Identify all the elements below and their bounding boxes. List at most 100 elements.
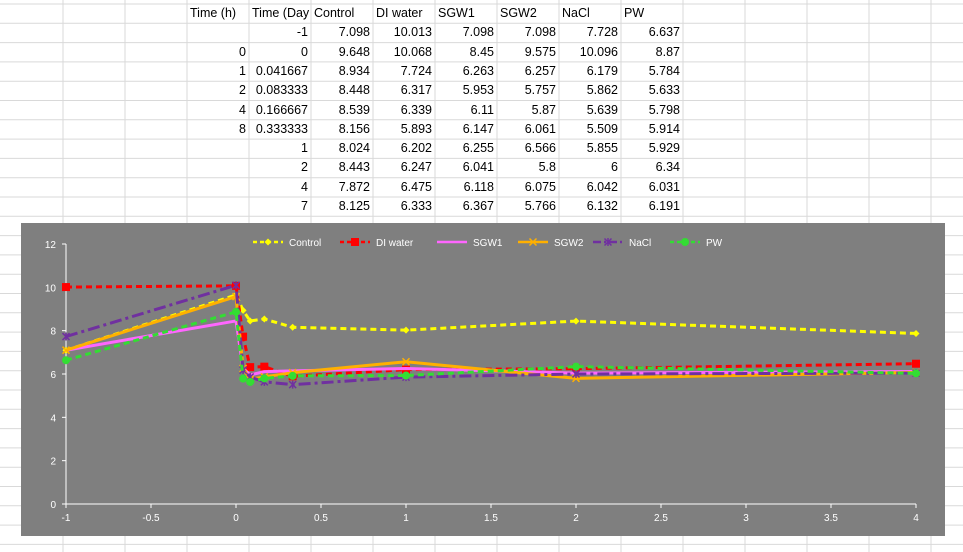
legend-entry: PW (670, 238, 723, 249)
table-cell: 0.333333 (255, 121, 308, 136)
header-cell: Control (314, 6, 355, 20)
table-cell: 9.648 (338, 44, 370, 59)
table-cell: 5.766 (524, 199, 556, 213)
y-tick-label: 2 (50, 457, 56, 468)
data-point (239, 332, 248, 341)
table-cell: 5.798 (648, 102, 680, 117)
table-cell: 5.633 (648, 83, 680, 98)
data-point (402, 326, 410, 334)
line-chart[interactable]: 0 2 4 6 8 10 12 -1 -0.5 0 0.5 1 1.5 2 2.5 3 3.5 4 Control D… (21, 223, 945, 536)
table-cell: 8.448 (338, 83, 370, 98)
table-cell: 6.191 (648, 199, 680, 213)
data-point (239, 374, 248, 383)
table-cell: 6.061 (524, 121, 556, 136)
y-tick-label: 8 (50, 327, 56, 338)
table-cell: 8.539 (338, 102, 370, 117)
table-cell: 6 (611, 160, 618, 175)
table-cell: 2 (301, 160, 308, 175)
x-tick-label: 1.5 (484, 513, 498, 524)
table-cell: 6.041 (462, 160, 494, 175)
table-cell: 6.339 (400, 102, 432, 117)
series-sgw2 (61, 292, 921, 384)
data-point (289, 323, 297, 331)
data-point (681, 238, 689, 246)
data-point (246, 363, 255, 372)
x-tick-label: 3.5 (824, 513, 838, 524)
header-cell: SGW1 (438, 6, 475, 20)
table-cell (187, 158, 246, 177)
x-tick-label: 1 (403, 513, 409, 524)
table-cell: 0.166667 (255, 102, 308, 117)
table-cell: 6.637 (648, 25, 680, 40)
data-point (912, 369, 920, 378)
data-point (246, 377, 255, 386)
table-cell: 10.013 (393, 25, 432, 40)
x-tick-label: 3 (743, 513, 749, 524)
data-point (62, 283, 70, 292)
table-cell: 6.075 (524, 179, 556, 194)
data-point (572, 362, 580, 371)
table-cell: 6.566 (524, 141, 556, 156)
legend-label: SGW1 (473, 238, 503, 249)
data-point (260, 362, 269, 371)
data-point (912, 329, 920, 337)
legend-entry: SGW1 (437, 238, 503, 249)
legend-entry: SGW2 (518, 237, 584, 249)
data-point (231, 281, 241, 290)
table-cell: 7.098 (462, 25, 494, 40)
legend-entry: DI water (340, 238, 414, 249)
table-cell: 6.132 (586, 199, 618, 213)
table-cell: 8.024 (338, 141, 370, 156)
header-cell: Time (h) (190, 6, 237, 20)
table-cell: 6.255 (462, 141, 494, 156)
data-point (232, 307, 240, 316)
table-cell: 6.263 (462, 63, 494, 78)
table-cell: 9.575 (524, 44, 556, 59)
table-cell: 0 (301, 44, 308, 59)
x-tick-label: 4 (913, 513, 919, 524)
data-point (62, 356, 70, 365)
series-di-water (62, 281, 920, 381)
data-point (528, 237, 538, 247)
table-cell: 6.147 (462, 121, 494, 136)
table-cell: 0.083333 (255, 83, 308, 98)
table-cell: 7.872 (338, 179, 370, 194)
y-tick-label: 4 (50, 413, 56, 424)
table-cell: 0.041667 (255, 63, 308, 78)
series-control (62, 291, 920, 354)
header-cell: PW (624, 6, 645, 20)
table-cell: 5.757 (524, 83, 556, 98)
data-point (351, 238, 359, 246)
table-cell: 8.934 (338, 63, 370, 78)
table-cell: 5.862 (586, 83, 618, 98)
header-cell: NaCl (562, 6, 590, 20)
data-point (61, 346, 71, 355)
table-cell: 6.34 (655, 160, 680, 175)
header-cell: DI water (376, 6, 423, 20)
table-cell: 7.728 (586, 25, 618, 40)
table-cell: 10.068 (393, 44, 432, 59)
table-cell: 5.639 (586, 102, 618, 117)
legend-label: DI water (376, 238, 414, 249)
series-pw (62, 307, 920, 386)
table-cell: 6.475 (400, 179, 432, 194)
table-cell: 1 (301, 141, 308, 156)
data-point (401, 357, 411, 366)
data-point (571, 369, 581, 379)
x-tick-label: 0.5 (314, 513, 328, 524)
table-cell: 6.247 (400, 160, 432, 175)
table-cell: 5.855 (586, 141, 618, 156)
table-cell: 6.367 (462, 199, 494, 213)
table-cell: 6.317 (400, 83, 432, 98)
data-point (603, 237, 613, 247)
table-cell: 6.118 (463, 179, 494, 194)
data-point (402, 371, 410, 380)
x-tick-label: 2 (573, 513, 579, 524)
data-point (264, 238, 272, 246)
table-cell: 6.11 (470, 102, 494, 117)
table-cell: 6.202 (400, 141, 432, 156)
header-cell: Time (Day (252, 6, 310, 20)
table-cell: 7.098 (338, 25, 370, 40)
table-cell: 6.257 (524, 63, 556, 78)
data-point (288, 380, 297, 389)
